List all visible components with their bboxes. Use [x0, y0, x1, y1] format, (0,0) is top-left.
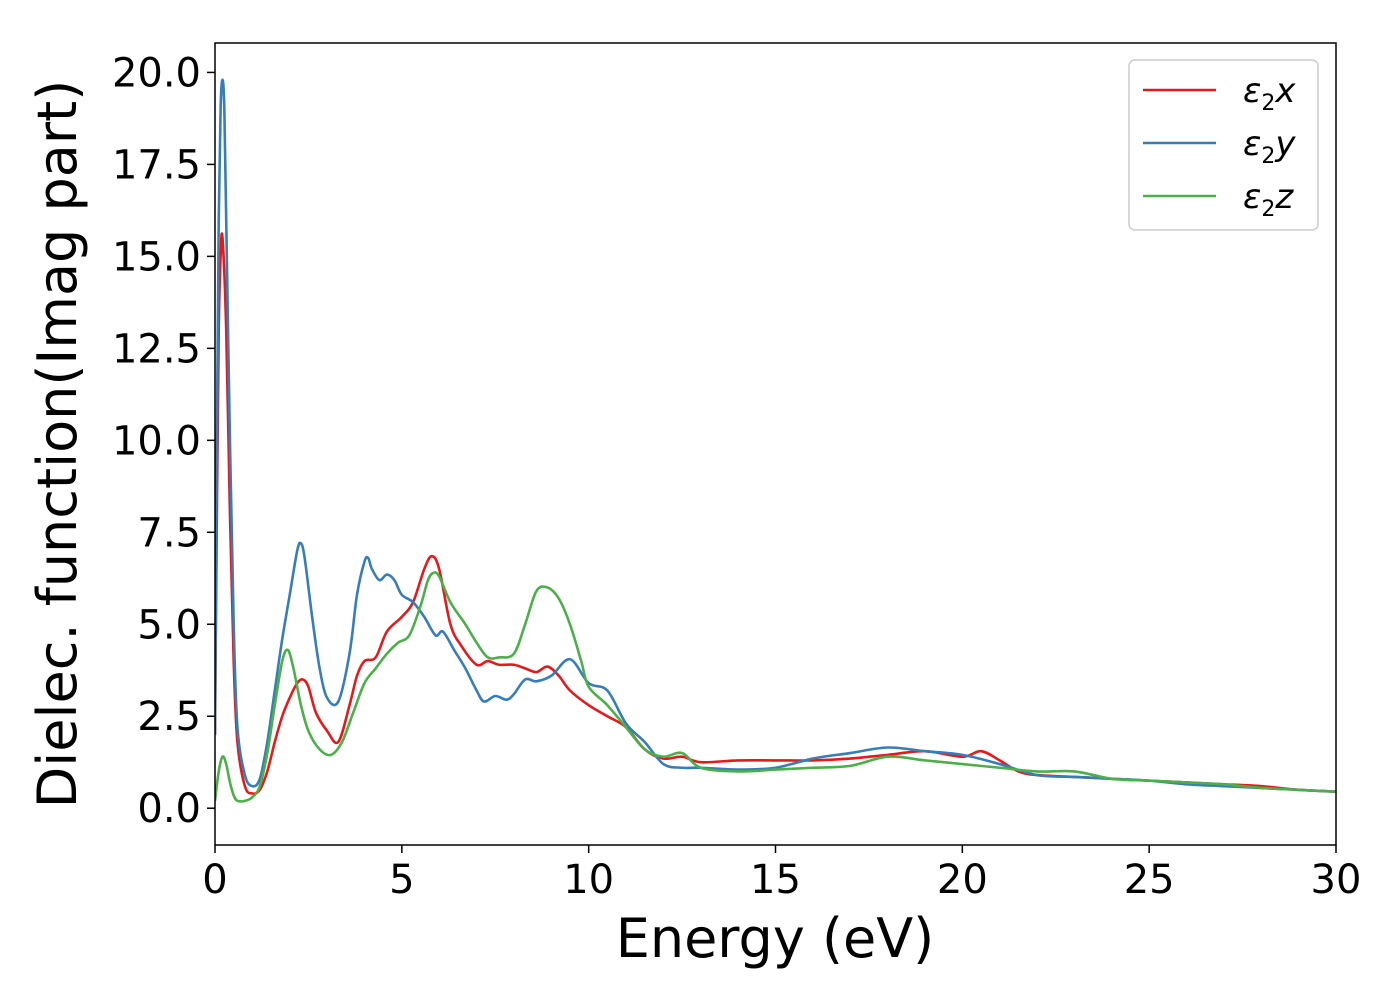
y-axis-label: Dielec. function(Imag part)	[26, 80, 89, 809]
legend-label-z: ε2z	[1243, 177, 1294, 222]
x-axis-label: Energy (eV)	[616, 907, 935, 970]
y-tick-label: 10.0	[112, 418, 201, 464]
series-line-x	[215, 232, 1336, 795]
y-tick-label: 12.5	[112, 326, 201, 372]
x-tick-label: 15	[750, 857, 801, 903]
legend-label-y: ε2y	[1243, 124, 1296, 169]
legend: ε2x ε2y ε2z	[1128, 59, 1319, 231]
y-axis: 0.0 2.5 5.0 7.5 10.0 12.5 15.0 17.5 20.0	[112, 50, 215, 832]
y-tick-label: 5.0	[137, 602, 201, 648]
y-tick-label: 15.0	[112, 234, 201, 280]
x-tick-label: 10	[563, 857, 614, 903]
y-tick-label: 20.0	[112, 50, 201, 96]
series-line-z	[215, 571, 1336, 803]
y-tick-label: 2.5	[137, 694, 201, 740]
legend-label-x: ε2x	[1243, 71, 1296, 116]
x-axis: 0 5 10 15 20 25 30	[202, 845, 1361, 903]
x-tick-label: 0	[202, 857, 227, 903]
y-tick-label: 17.5	[112, 142, 201, 188]
y-tick-label: 0.0	[137, 786, 201, 832]
x-tick-label: 5	[389, 857, 414, 903]
series-layer	[215, 78, 1336, 803]
legend-box	[1128, 59, 1319, 231]
y-tick-label: 7.5	[137, 510, 201, 556]
x-tick-label: 20	[937, 857, 988, 903]
x-tick-label: 25	[1124, 857, 1175, 903]
x-tick-label: 30	[1311, 857, 1362, 903]
